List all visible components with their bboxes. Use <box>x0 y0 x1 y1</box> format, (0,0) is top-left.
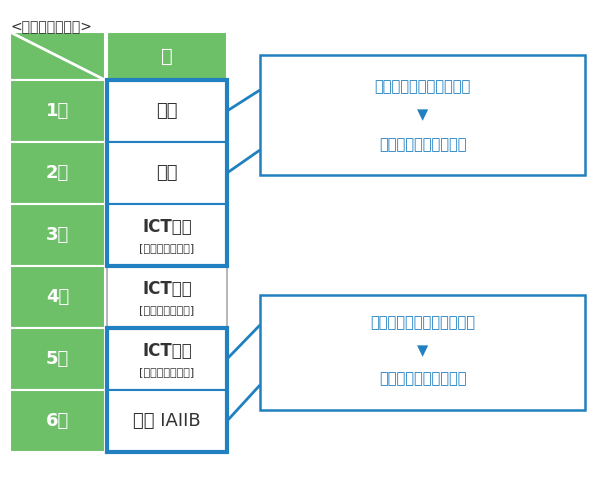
Text: 6限: 6限 <box>46 412 69 430</box>
Bar <box>10 204 105 266</box>
Text: 5限: 5限 <box>46 350 69 368</box>
Text: 2限: 2限 <box>46 164 69 182</box>
Text: 基礎を確認してからの授業: 基礎を確認してからの授業 <box>370 316 475 331</box>
Bar <box>107 204 227 266</box>
Text: 化学: 化学 <box>156 102 178 120</box>
Bar <box>260 295 585 410</box>
Bar <box>10 266 105 328</box>
Text: ▼: ▼ <box>417 107 428 122</box>
Text: ICT化学: ICT化学 <box>142 218 192 236</box>
Bar <box>107 142 227 204</box>
Text: [講師コーチング]: [講師コーチング] <box>139 367 194 377</box>
Bar <box>107 390 227 452</box>
Text: 3限: 3限 <box>46 226 69 244</box>
Bar <box>10 142 105 204</box>
Text: その日のうちに定着！: その日のうちに定着！ <box>379 137 466 152</box>
Text: [担任コーチング]: [担任コーチング] <box>139 305 194 315</box>
Text: 数学 IAIIB: 数学 IAIIB <box>133 412 201 430</box>
Text: 授業の理解度アップ！: 授業の理解度アップ！ <box>379 372 466 387</box>
Bar <box>107 32 227 80</box>
Text: 月: 月 <box>161 46 173 66</box>
Text: ICT英語: ICT英語 <box>142 280 192 298</box>
Text: 化学: 化学 <box>156 164 178 182</box>
Bar <box>107 80 227 266</box>
Text: 1限: 1限 <box>46 102 69 120</box>
Text: ICT数学: ICT数学 <box>142 342 192 360</box>
Bar <box>10 80 105 142</box>
Bar <box>107 328 227 452</box>
Bar <box>107 266 227 328</box>
Text: [講師コーチング]: [講師コーチング] <box>139 243 194 253</box>
Text: 4限: 4限 <box>46 288 69 306</box>
Bar <box>10 32 105 80</box>
Text: ▼: ▼ <box>417 344 428 359</box>
Bar <box>107 80 227 142</box>
Bar <box>10 390 105 452</box>
Text: <理系コースの例>: <理系コースの例> <box>10 20 92 34</box>
Bar <box>260 55 585 175</box>
Text: 授業内容をその場で演習: 授業内容をその場で演習 <box>374 80 470 94</box>
Bar <box>107 328 227 390</box>
Bar <box>10 328 105 390</box>
